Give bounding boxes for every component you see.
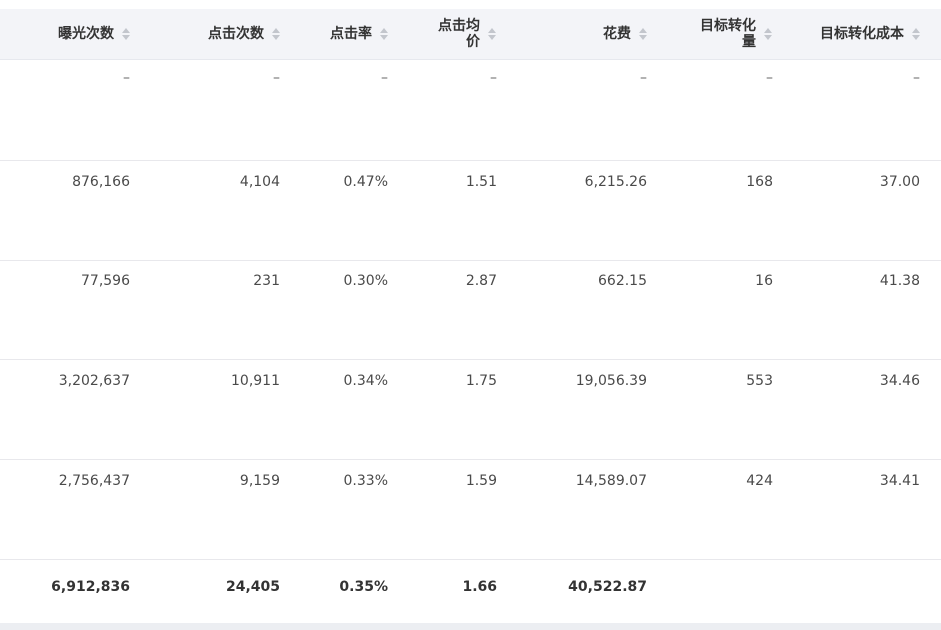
sort-icon[interactable]: [271, 27, 280, 41]
total-avg-cpc: 1.66: [462, 579, 497, 595]
header-ctr[interactable]: 点击率: [290, 9, 388, 59]
sort-icon[interactable]: [911, 27, 920, 41]
cell-exposures: –: [123, 70, 130, 86]
total-exposures: 6,912,836: [51, 579, 130, 595]
cell-clicks: 4,104: [239, 174, 280, 190]
cell-cost: 662.15: [598, 273, 647, 289]
header-label: 点击率: [330, 26, 372, 42]
cell-target-conversion-cost: 41.38: [879, 273, 920, 289]
cell-target-conversion-cost: 34.46: [879, 373, 920, 389]
cell-exposures: 77,596: [81, 273, 130, 289]
cell-target-conversion-cost: 37.00: [879, 174, 920, 190]
cell-exposures: 3,202,637: [58, 373, 130, 389]
header-target-conversion-cost[interactable]: 目标转化成本: [780, 9, 920, 59]
cell-ctr: 0.33%: [343, 473, 388, 489]
header-exposures[interactable]: 曝光次数: [0, 9, 130, 59]
cell-ctr: 0.30%: [343, 273, 388, 289]
table-header: 曝光次数 点击次数 点击率 点击均价 花费 目标转化量 目标转化成本: [0, 9, 941, 60]
cell-avg-cpc: 1.75: [465, 373, 497, 389]
header-label: 点击均价: [438, 18, 480, 50]
sort-icon[interactable]: [121, 27, 130, 41]
total-cost: 40,522.87: [568, 579, 647, 595]
header-cost[interactable]: 花费: [510, 9, 647, 59]
cell-ctr: –: [381, 70, 388, 86]
cell-target-conversions: –: [766, 70, 773, 86]
cell-cost: 19,056.39: [575, 373, 647, 389]
table-row: – – – – – – –: [0, 60, 941, 161]
sort-icon[interactable]: [763, 27, 772, 41]
cell-cost: 14,589.07: [575, 473, 647, 489]
cell-exposures: 2,756,437: [58, 473, 130, 489]
cell-cost: 6,215.26: [584, 174, 647, 190]
cell-avg-cpc: 2.87: [465, 273, 497, 289]
header-target-conversions[interactable]: 目标转化量: [660, 9, 772, 59]
cell-avg-cpc: 1.59: [465, 473, 497, 489]
header-label: 目标转化量: [700, 18, 756, 50]
sort-icon[interactable]: [638, 27, 647, 41]
cell-exposures: 876,166: [72, 174, 130, 190]
table-row: 2,756,437 9,159 0.33% 1.59 14,589.07 424…: [0, 459, 941, 560]
table-row: 876,166 4,104 0.47% 1.51 6,215.26 168 37…: [0, 160, 941, 261]
header-label: 曝光次数: [58, 26, 114, 42]
cell-clicks: 10,911: [231, 373, 280, 389]
cell-cost: –: [640, 70, 647, 86]
horizontal-scrollbar[interactable]: [0, 623, 941, 630]
total-ctr: 0.35%: [339, 579, 388, 595]
cell-avg-cpc: 1.51: [465, 174, 497, 190]
cell-target-conversions: 424: [746, 473, 773, 489]
cell-ctr: 0.47%: [343, 174, 388, 190]
cell-clicks: 9,159: [239, 473, 280, 489]
cell-target-conversions: 553: [746, 373, 773, 389]
cell-clicks: 231: [253, 273, 280, 289]
header-clicks[interactable]: 点击次数: [140, 9, 280, 59]
header-label: 点击次数: [208, 26, 264, 42]
header-avg-cpc[interactable]: 点击均价: [400, 9, 496, 59]
totals-row: 6,912,836 24,405 0.35% 1.66 40,522.87: [0, 559, 941, 623]
sort-icon[interactable]: [379, 27, 388, 41]
header-label: 目标转化成本: [820, 26, 904, 42]
top-spacer: [0, 0, 941, 9]
cell-avg-cpc: –: [490, 70, 497, 86]
cell-ctr: 0.34%: [343, 373, 388, 389]
total-clicks: 24,405: [225, 579, 280, 595]
table-row: 3,202,637 10,911 0.34% 1.75 19,056.39 55…: [0, 359, 941, 460]
cell-clicks: –: [273, 70, 280, 86]
cell-target-conversions: 16: [755, 273, 773, 289]
cell-target-conversion-cost: –: [913, 70, 920, 86]
header-label: 花费: [603, 26, 631, 42]
sort-icon[interactable]: [487, 27, 496, 41]
cell-target-conversion-cost: 34.41: [879, 473, 920, 489]
cell-target-conversions: 168: [746, 174, 773, 190]
table-row: 77,596 231 0.30% 2.87 662.15 16 41.38: [0, 259, 941, 360]
